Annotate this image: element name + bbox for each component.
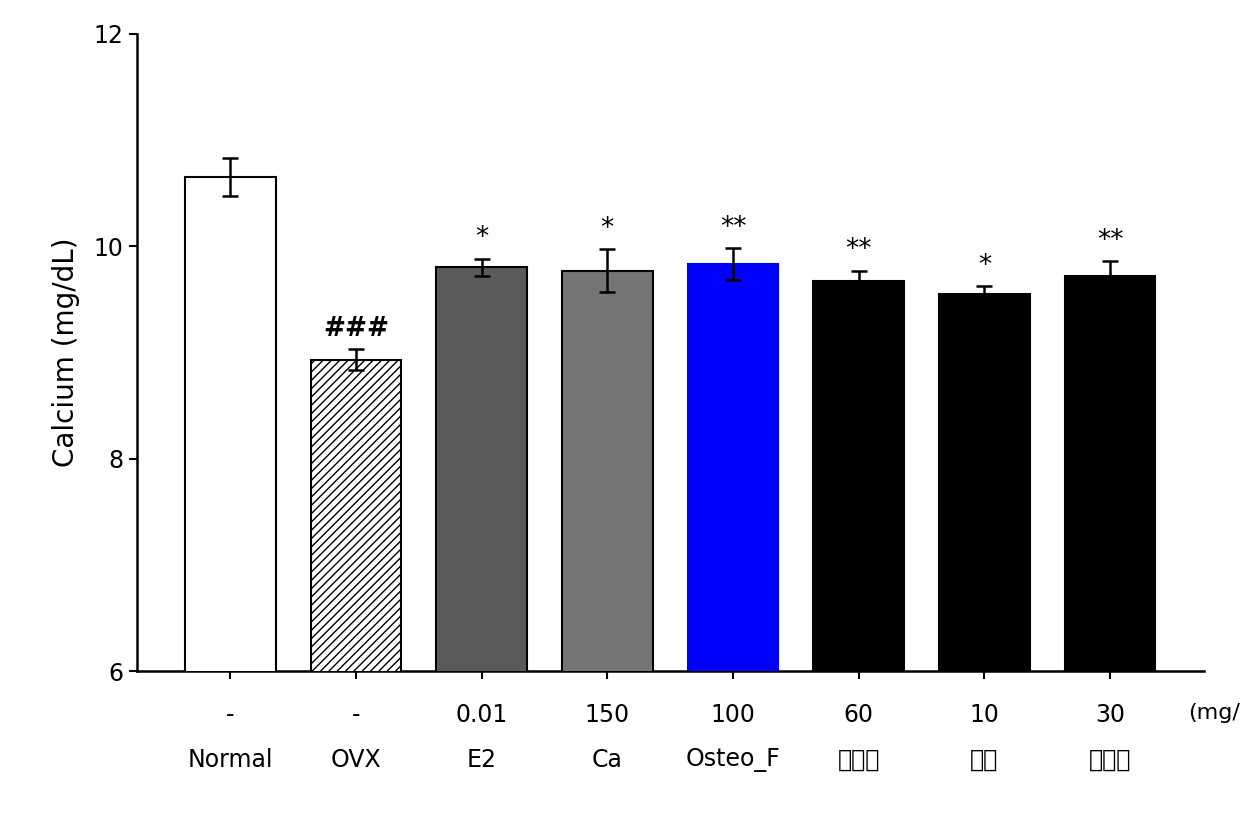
Text: Normal: Normal <box>187 748 273 772</box>
Y-axis label: Calcium (mg/dL): Calcium (mg/dL) <box>52 237 79 467</box>
Text: 60: 60 <box>844 703 874 727</box>
Text: 구기자: 구기자 <box>1088 748 1132 772</box>
Text: 150: 150 <box>585 703 630 727</box>
Text: -: - <box>226 703 235 727</box>
Text: E2: E2 <box>467 748 496 772</box>
Text: *: * <box>475 226 488 252</box>
Bar <box>437 268 527 839</box>
Text: 30: 30 <box>1095 703 1126 727</box>
Text: **: ** <box>1097 227 1123 253</box>
Text: 두충: 두충 <box>970 748 999 772</box>
Text: *: * <box>978 253 992 279</box>
Text: **: ** <box>845 237 872 263</box>
Bar <box>310 360 401 839</box>
Text: 100: 100 <box>711 703 756 727</box>
Bar <box>1065 276 1155 839</box>
Bar <box>185 177 276 839</box>
Bar <box>939 294 1030 839</box>
Text: -: - <box>351 703 360 727</box>
Bar <box>813 281 903 839</box>
Text: ###: ### <box>323 315 388 341</box>
Text: Ca: Ca <box>592 748 623 772</box>
Text: 오미자: 오미자 <box>838 748 880 772</box>
Text: 10: 10 <box>969 703 999 727</box>
Bar <box>688 264 778 839</box>
Bar <box>562 270 653 839</box>
Text: Osteo_F: Osteo_F <box>685 748 781 772</box>
Text: OVX: OVX <box>330 748 381 772</box>
Text: **: ** <box>720 215 746 241</box>
Text: *: * <box>601 216 614 242</box>
Text: (mg/kg): (mg/kg) <box>1188 703 1241 723</box>
Text: 0.01: 0.01 <box>455 703 508 727</box>
